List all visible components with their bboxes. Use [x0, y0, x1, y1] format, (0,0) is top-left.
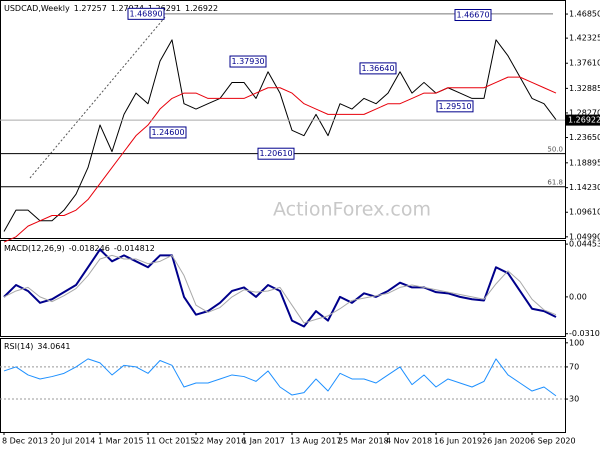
y-tick-label: 70 [569, 362, 579, 371]
annotation-label: 1.20610 [259, 149, 292, 158]
y-tick-label: 1.37610 [569, 59, 600, 68]
rsi-panel [0, 338, 566, 433]
panel-header: USDCAD,Weekly1.272571.279741.262911.2692… [4, 4, 218, 13]
series-line [3, 248, 557, 328]
y-tick-label: -0.031072 [569, 329, 600, 338]
y-tick-label: 1.32885 [569, 84, 600, 93]
y-tick-label: 100 [569, 338, 584, 347]
x-tick-label: 4 Nov 2018 [386, 437, 432, 446]
price-tag-label: 1.26922 [568, 116, 600, 125]
y-tick-label: 1.09610 [569, 208, 600, 217]
fib-label: 61.8 [547, 179, 563, 187]
readout-value: 34.0641 [37, 342, 70, 351]
panel-header: RSI(14) 34.0641 [4, 342, 71, 351]
price-tag [566, 114, 600, 126]
annotation-label: 1.36640 [361, 64, 394, 73]
price-panel [0, 0, 566, 239]
x-tick-label: 16 Jun 2019 [434, 437, 482, 446]
y-tick-label: 1.46850 [569, 10, 600, 19]
x-tick-label: 1 Jan 2017 [242, 437, 285, 446]
y-tick-label: 1.14230 [569, 183, 600, 192]
ohlc-value: 1.26922 [185, 4, 218, 13]
series-line [3, 358, 557, 397]
annotation-box [454, 9, 492, 22]
y-tick-label: 0.00 [569, 292, 587, 301]
annotation-label: 1.46670 [456, 11, 489, 20]
panel-title: USDCAD,Weekly [4, 4, 70, 13]
x-tick-label: 11 Oct 2015 [146, 437, 195, 446]
annotation-box [257, 147, 295, 160]
series-line [3, 254, 557, 324]
annotation-box [149, 126, 187, 139]
x-tick-label: 25 Mar 2018 [338, 437, 389, 446]
annotation-box [436, 100, 474, 113]
y-tick-label: 1.23650 [569, 133, 600, 142]
series-line [3, 76, 557, 243]
x-tick-label: 8 Dec 2013 [2, 437, 48, 446]
x-tick-label: 20 Jul 2014 [50, 437, 95, 446]
annotation-label: 1.46890 [129, 9, 162, 18]
ohlc-value: 1.27257 [74, 4, 107, 13]
y-tick-label: 1.28270 [569, 108, 600, 117]
watermark: ActionForex.com [273, 199, 431, 221]
panel-title: MACD(12,26,9) [4, 244, 65, 253]
annotation-box [359, 62, 397, 75]
annotation-label: 1.37930 [231, 57, 264, 66]
x-tick-label: 22 May 2016 [194, 437, 246, 446]
fib-label: 50.0 [547, 146, 563, 154]
annotation-label: 1.24600 [151, 128, 184, 137]
panel-header: MACD(12,26,9) -0.018246 -0.014812 [4, 244, 155, 253]
x-tick-label: 13 Aug 2017 [290, 437, 341, 446]
readout-value: -0.014812 [114, 244, 155, 253]
annotation-label: 1.29510 [438, 102, 471, 111]
panel-title: RSI(14) [4, 342, 33, 351]
x-tick-label: 6 Sep 2020 [530, 437, 576, 446]
macd-panel [0, 240, 566, 337]
annotation-box [127, 7, 165, 20]
annotation-box [229, 55, 267, 68]
series-line [3, 39, 557, 232]
x-tick-label: 1 Mar 2015 [98, 437, 144, 446]
readout-value: -0.018246 [69, 244, 110, 253]
y-tick-label: 0.044534 [569, 240, 600, 249]
y-tick-label: 1.18895 [569, 158, 600, 167]
y-tick-label: 1.42325 [569, 34, 600, 43]
trend-line [29, 15, 167, 179]
y-tick-label: 30 [569, 395, 579, 404]
y-tick-label: 1.04990 [569, 232, 600, 241]
x-tick-label: 26 Jan 2020 [482, 437, 530, 446]
ohlc-value: 1.27974 [111, 4, 144, 13]
